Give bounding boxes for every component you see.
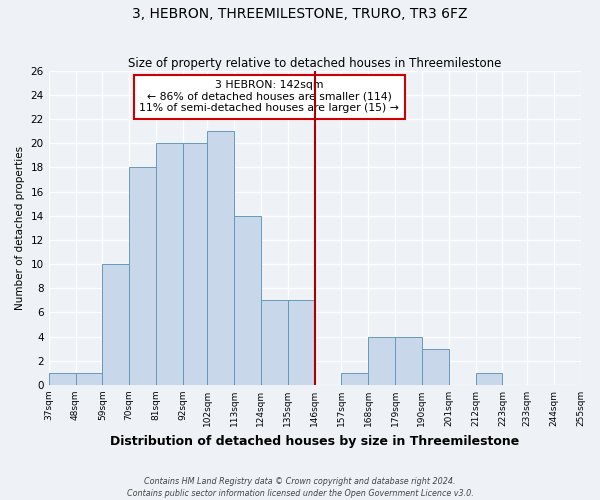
- Bar: [395, 336, 422, 385]
- Bar: [368, 336, 395, 385]
- Bar: [476, 373, 502, 385]
- Bar: [234, 216, 261, 385]
- Bar: [103, 264, 129, 385]
- X-axis label: Distribution of detached houses by size in Threemilestone: Distribution of detached houses by size …: [110, 434, 519, 448]
- Bar: [129, 168, 156, 385]
- Y-axis label: Number of detached properties: Number of detached properties: [15, 146, 25, 310]
- Bar: [183, 143, 207, 385]
- Bar: [49, 373, 76, 385]
- Bar: [422, 348, 449, 385]
- Text: 3 HEBRON: 142sqm
← 86% of detached houses are smaller (114)
11% of semi-detached: 3 HEBRON: 142sqm ← 86% of detached house…: [139, 80, 400, 114]
- Bar: [261, 300, 288, 385]
- Text: Contains HM Land Registry data © Crown copyright and database right 2024.
Contai: Contains HM Land Registry data © Crown c…: [127, 476, 473, 498]
- Title: Size of property relative to detached houses in Threemilestone: Size of property relative to detached ho…: [128, 56, 501, 70]
- Bar: [341, 373, 368, 385]
- Bar: [156, 143, 183, 385]
- Bar: [288, 300, 314, 385]
- Bar: [76, 373, 103, 385]
- Bar: [207, 131, 234, 385]
- Text: 3, HEBRON, THREEMILESTONE, TRURO, TR3 6FZ: 3, HEBRON, THREEMILESTONE, TRURO, TR3 6F…: [132, 8, 468, 22]
